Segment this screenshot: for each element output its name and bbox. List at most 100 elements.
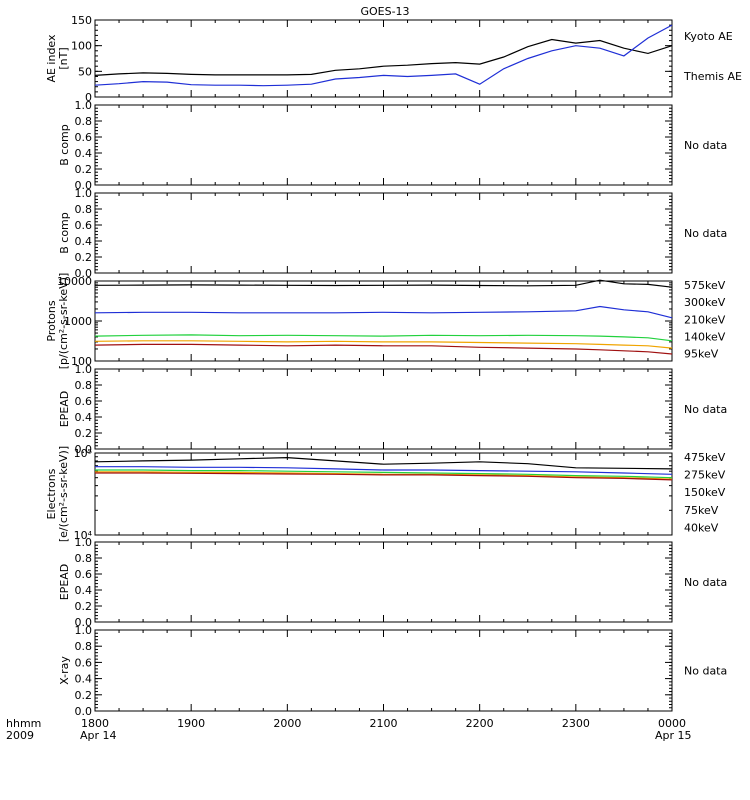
xaxis-date-right: Apr 15	[655, 729, 692, 742]
y-tick-label: 1.0	[75, 624, 93, 637]
y-tick-label: 0.0	[75, 705, 93, 718]
x-tick-label: 0000	[658, 717, 686, 730]
y-tick-label: 0.0	[75, 443, 93, 456]
series-line-210kev	[94, 334, 673, 342]
y-tick-label: 0.2	[75, 251, 93, 264]
y-tick-label: 0.4	[75, 584, 93, 597]
y-tick-label: 0.2	[75, 427, 93, 440]
y-tick-label: 0.6	[75, 131, 93, 144]
y-tick-label: 0.4	[75, 147, 93, 160]
y-tick-label: 0.4	[75, 411, 93, 424]
panel-stack: 0 50 100 150 AE index [nT] Kyoto AE Themis AE 0.…	[45, 14, 742, 718]
legend-entry: 140keV	[684, 330, 726, 343]
legend-entry: 275keV	[684, 469, 726, 482]
series-line-300kev	[94, 340, 673, 349]
time-axis: hhmm 2009 Apr 14 Apr 15 1800 1900 2000 2100…	[6, 717, 692, 742]
panel-frame	[94, 541, 673, 623]
y-tick-label: 100	[71, 40, 92, 53]
y-tick-label: 1000	[64, 315, 92, 328]
y-tick-label: 1.0	[75, 536, 93, 549]
y-tick-label: 1.0	[75, 187, 93, 200]
series-line-40kev	[94, 456, 673, 470]
y-axis-label: X-ray	[58, 656, 71, 685]
series-line-75kev	[95, 466, 673, 475]
no-data-label: No data	[684, 576, 727, 589]
legend-entry: 210keV	[684, 313, 726, 326]
y-tick-label: 100	[71, 355, 92, 368]
x-tick-label: 1800	[81, 717, 109, 730]
y-tick-label: 0.2	[75, 600, 93, 613]
y-tick-label: 0.8	[75, 379, 93, 392]
y-tick-label: 0.0	[75, 179, 93, 192]
legend-entry: 575keV	[684, 279, 726, 292]
x-tick-label: 2100	[370, 717, 398, 730]
x-tick-label: 1900	[177, 717, 205, 730]
y-tick-label: 50	[78, 65, 92, 78]
xaxis-corner-bottom: 2009	[6, 729, 34, 742]
legend-entry: Kyoto AE	[684, 30, 733, 43]
y-tick-label: 0.4	[75, 673, 93, 686]
panel-protons: 100 1000 10000 Protons [p/(cm²-s-sr-keV)] 575…	[45, 273, 726, 370]
panel-frame	[94, 629, 673, 712]
legend-entry: 300keV	[684, 296, 726, 309]
series-line-150kev	[95, 469, 673, 479]
panel-frame	[94, 104, 673, 186]
y-tick-label: 0.2	[75, 163, 93, 176]
panel-xray: 0.0 0.2 0.4 0.6 0.8 1.0 X-ray No data	[58, 624, 727, 718]
y-tick-label: 1.0	[75, 99, 93, 112]
figure-title: GOES-13	[360, 5, 409, 18]
xaxis-corner-top: hhmm	[6, 717, 41, 730]
legend-entry: 95keV	[684, 348, 719, 361]
y-axis-label: Protons	[45, 300, 58, 341]
y-tick-label: 0.8	[75, 640, 93, 653]
y-tick-label: 0.8	[75, 115, 93, 128]
panel-ae: 0 50 100 150 AE index [nT] Kyoto AE Themis AE	[45, 14, 742, 104]
panel-b2: 0.0 0.2 0.4 0.6 0.8 1.0 B comp No data	[58, 187, 727, 280]
xaxis-date-left: Apr 14	[80, 729, 117, 742]
y-tick-label: 0.0	[75, 616, 93, 629]
y-tick-label: 0.6	[75, 656, 93, 669]
no-data-label: No data	[684, 665, 727, 678]
y-tick-label: 0.8	[75, 203, 93, 216]
y-tick-label: 0	[85, 91, 92, 104]
series-line-475kev	[95, 472, 673, 481]
y-tick-label: 0.6	[75, 568, 93, 581]
y-axis-label: Electrons	[45, 468, 58, 519]
series-line-140kev	[94, 305, 673, 319]
legend-entry: 75keV	[684, 504, 719, 517]
y-tick-label: 0.6	[75, 219, 93, 232]
no-data-label: No data	[684, 227, 727, 240]
y-axis-label: [p/(cm²-s-sr-keV)]	[57, 273, 70, 370]
series-line-95kev	[94, 279, 673, 288]
y-tick-label: 0.4	[75, 235, 93, 248]
x-tick-label: 2200	[466, 717, 494, 730]
no-data-label: No data	[684, 403, 727, 416]
legend-entry: Themis AE	[683, 70, 742, 83]
y-axis-label: [nT]	[57, 47, 70, 69]
panel-frame	[94, 452, 673, 536]
y-axis-label: B comp	[58, 212, 71, 254]
legend-entry: 150keV	[684, 486, 726, 499]
y-tick-label: 10000	[57, 275, 92, 288]
series-line-575kev	[94, 343, 673, 355]
legend-entry: 40keV	[684, 521, 719, 534]
legend-entry: 475keV	[684, 451, 726, 464]
y-axis-label: B comp	[58, 124, 71, 166]
y-tick-label: 10⁵	[74, 447, 92, 460]
y-axis-label: EPEAD	[58, 564, 71, 601]
no-data-label: No data	[684, 139, 727, 152]
y-tick-label: 150	[71, 14, 92, 27]
panel-frame	[94, 192, 673, 274]
panel-frame	[94, 19, 673, 98]
panel-epead2: 0.0 0.2 0.4 0.6 0.8 1.0 EPEAD No data	[58, 536, 727, 629]
x-tick-label: 2000	[273, 717, 301, 730]
y-tick-label: 0.8	[75, 552, 93, 565]
series-line-kyoto-ae	[94, 24, 673, 87]
y-axis-label: [e/(cm²-s-sr-keV)]	[57, 446, 70, 542]
y-tick-label: 1.0	[75, 363, 93, 376]
panel-electrons: 10⁴ 10⁵ Electrons [e/(cm²-s-sr-keV)] 475keV 2…	[45, 446, 726, 542]
panel-frame	[94, 368, 673, 450]
y-tick-label: 10⁴	[74, 529, 93, 542]
y-tick-label: 0.2	[75, 689, 93, 702]
